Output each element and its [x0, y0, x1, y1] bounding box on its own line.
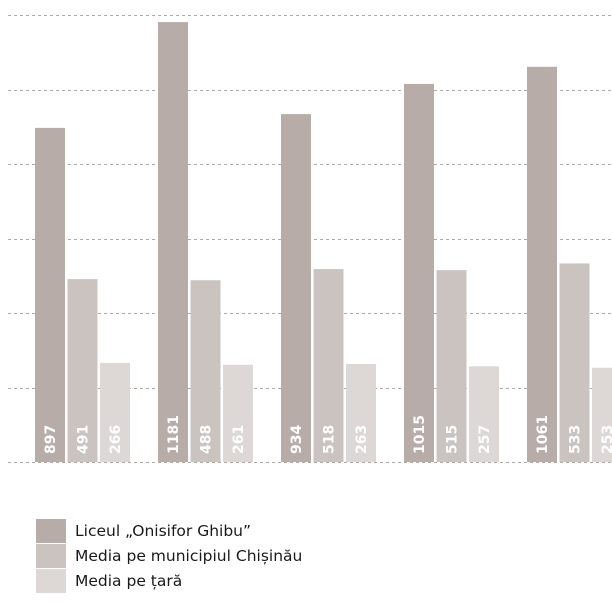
value-label-municipiu-5: 533	[568, 425, 584, 454]
legend-item-tara: Media pe țară	[36, 568, 302, 593]
bars	[35, 22, 612, 463]
legend-label-tara: Media pe țară	[75, 571, 183, 590]
value-label-tara-4: 257	[477, 425, 493, 454]
bar-liceu-5	[527, 66, 557, 462]
bar-liceu-4	[404, 83, 434, 462]
bar-tara-5	[592, 367, 612, 462]
bar-liceu-3	[281, 114, 311, 463]
bar-municipiu-2	[190, 280, 221, 462]
bar-tara-1	[100, 362, 130, 462]
value-label-tara-2: 261	[231, 425, 247, 454]
legend-swatch-liceu	[36, 518, 66, 543]
legend-label-municipiu: Media pe municipiul Chișinău	[75, 546, 303, 565]
value-label-tara-5: 253	[600, 425, 612, 454]
bar-tara-4	[469, 366, 499, 462]
bar-chart: 897 1181 934 1015 1061 491 488 518 515 533 266 261 2…	[8, 15, 612, 463]
value-label-tara-3: 263	[354, 425, 370, 454]
legend-swatch-tara	[36, 568, 66, 593]
legend-item-liceu: Liceul „Onisifor Ghibu”	[36, 518, 302, 543]
legend: Liceul „Onisifor Ghibu” Media pe municip…	[36, 518, 302, 593]
bar-liceu-1	[35, 127, 65, 463]
value-label-municipiu-1: 491	[76, 425, 92, 454]
value-labels: 897 1181 934 1015 1061 491 488 518 515 533 266 261 2…	[43, 415, 612, 454]
legend-item-municipiu: Media pe municipiul Chișinău	[36, 543, 302, 568]
bar-municipiu-3	[313, 269, 344, 462]
legend-swatch-municipiu	[36, 543, 66, 568]
bar-municipiu-5	[559, 263, 590, 462]
bar-liceu-2	[158, 22, 188, 462]
bar-municipiu-1	[67, 279, 98, 462]
bar-municipiu-4	[436, 270, 467, 462]
bar-tara-3	[346, 364, 376, 462]
legend-label-liceu: Liceul „Onisifor Ghibu”	[75, 521, 252, 540]
value-label-municipiu-2: 488	[199, 425, 215, 454]
value-label-municipiu-3: 518	[322, 425, 338, 454]
value-label-liceu-2: 1181	[166, 415, 182, 454]
value-label-municipiu-4: 515	[445, 425, 461, 454]
value-label-liceu-3: 934	[289, 425, 305, 454]
value-label-tara-1: 266	[108, 425, 124, 454]
value-label-liceu-4: 1015	[412, 415, 428, 454]
value-label-liceu-5: 1061	[535, 415, 551, 454]
value-label-liceu-1: 897	[43, 425, 59, 454]
bar-tara-2	[223, 364, 253, 462]
